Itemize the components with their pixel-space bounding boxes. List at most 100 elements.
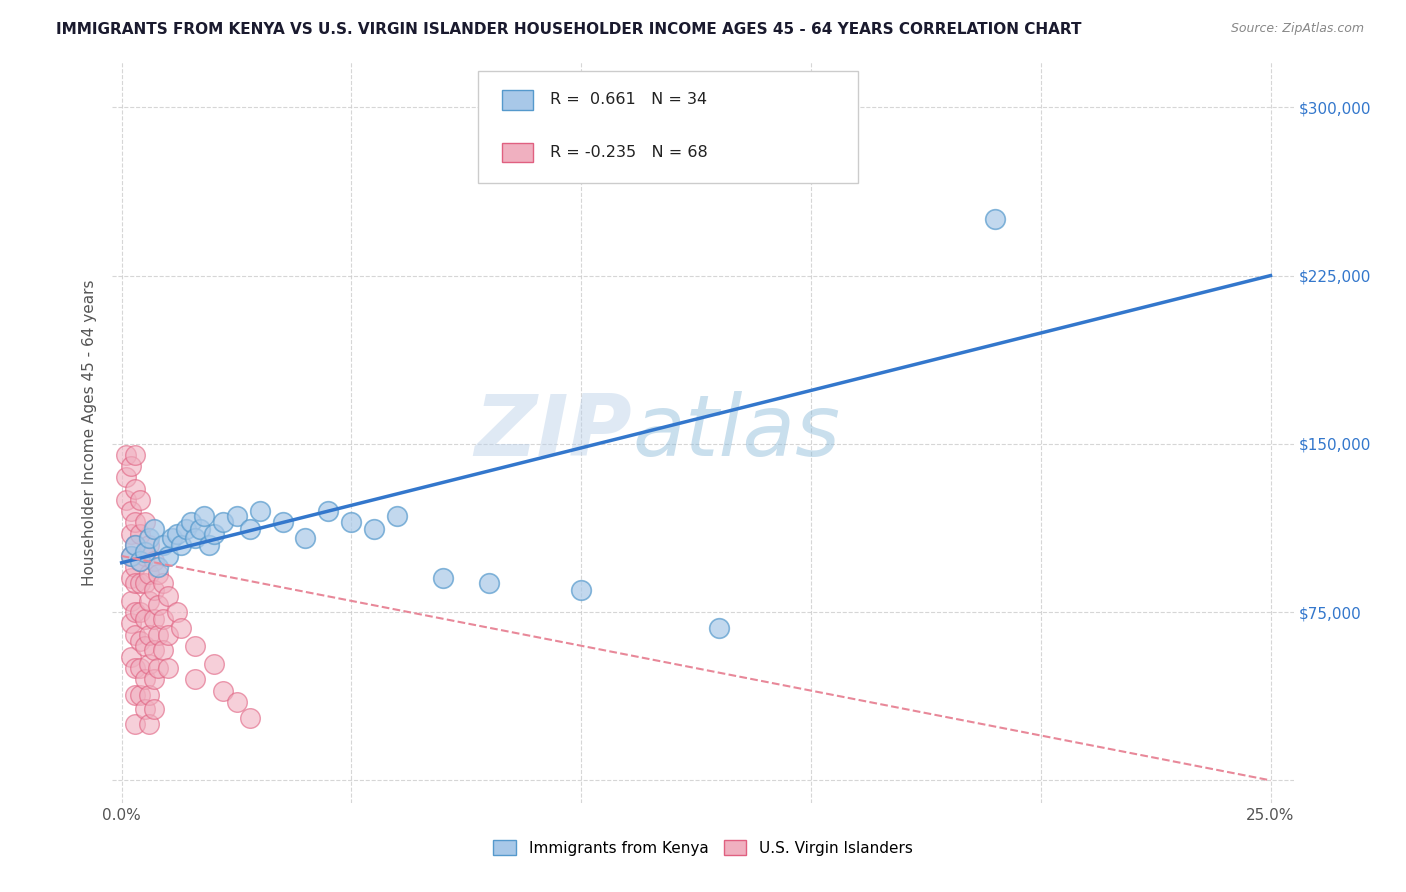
Point [129, 634, 152, 648]
Point [363, 522, 385, 536]
Point [134, 639, 156, 653]
Point [124, 560, 146, 574]
Point [569, 582, 592, 597]
Point [152, 576, 174, 591]
Point [184, 639, 207, 653]
Text: R = -0.235   N = 68: R = -0.235 N = 68 [550, 145, 707, 160]
Point [148, 560, 170, 574]
Point [134, 576, 156, 591]
Point [138, 538, 160, 552]
Point [318, 504, 340, 518]
Point [120, 504, 142, 518]
Point [184, 531, 207, 545]
Point [129, 553, 152, 567]
Point [478, 576, 501, 591]
Text: ZIP: ZIP [474, 391, 633, 475]
Point [138, 717, 160, 731]
Point [142, 582, 165, 597]
Point [148, 627, 170, 641]
Point [294, 531, 316, 545]
Point [148, 566, 170, 581]
Point [152, 643, 174, 657]
Point [184, 673, 207, 687]
Text: IMMIGRANTS FROM KENYA VS U.S. VIRGIN ISLANDER HOUSEHOLDER INCOME AGES 45 - 64 YE: IMMIGRANTS FROM KENYA VS U.S. VIRGIN ISL… [56, 22, 1081, 37]
Point [211, 683, 233, 698]
Legend: Immigrants from Kenya, U.S. Virgin Islanders: Immigrants from Kenya, U.S. Virgin Islan… [488, 834, 918, 862]
Point [387, 508, 409, 523]
Point [120, 459, 142, 474]
Point [156, 661, 179, 675]
Point [124, 717, 146, 731]
Text: R =  0.661   N = 34: R = 0.661 N = 34 [550, 93, 707, 107]
Point [138, 688, 160, 702]
Point [188, 522, 211, 536]
Point [707, 621, 730, 635]
Point [148, 661, 170, 675]
Point [120, 549, 142, 563]
Point [225, 695, 247, 709]
Point [142, 553, 165, 567]
Point [124, 605, 146, 619]
Text: atlas: atlas [633, 391, 841, 475]
Point [142, 701, 165, 715]
Point [115, 448, 138, 462]
Point [142, 612, 165, 626]
Point [124, 627, 146, 641]
Point [124, 576, 146, 591]
Point [124, 688, 146, 702]
Point [129, 661, 152, 675]
Point [180, 516, 202, 530]
Point [129, 688, 152, 702]
Point [152, 538, 174, 552]
Point [193, 508, 215, 523]
Point [239, 710, 262, 724]
Point [156, 627, 179, 641]
Point [134, 673, 156, 687]
Point [138, 531, 160, 545]
Point [211, 516, 233, 530]
Point [249, 504, 271, 518]
Point [166, 526, 188, 541]
Point [138, 566, 160, 581]
Point [170, 621, 193, 635]
Point [120, 650, 142, 665]
Point [134, 516, 156, 530]
Point [198, 538, 221, 552]
Point [129, 492, 152, 507]
Point [138, 594, 160, 608]
Point [984, 212, 1007, 227]
Point [120, 571, 142, 585]
Point [202, 657, 225, 671]
Point [225, 508, 247, 523]
Point [148, 599, 170, 613]
Point [134, 549, 156, 563]
Point [120, 549, 142, 563]
Point [142, 522, 165, 536]
Point [124, 482, 146, 496]
Point [124, 516, 146, 530]
Point [166, 605, 188, 619]
Point [124, 538, 146, 552]
Point [120, 616, 142, 631]
Point [432, 571, 454, 585]
Point [134, 544, 156, 558]
Point [129, 576, 152, 591]
Point [138, 657, 160, 671]
Point [142, 643, 165, 657]
Point [271, 516, 294, 530]
Point [134, 612, 156, 626]
Point [152, 612, 174, 626]
Point [170, 538, 193, 552]
Y-axis label: Householder Income Ages 45 - 64 years: Householder Income Ages 45 - 64 years [82, 279, 97, 586]
Point [134, 701, 156, 715]
Point [156, 549, 179, 563]
Point [239, 522, 262, 536]
Point [202, 526, 225, 541]
Point [129, 605, 152, 619]
Point [156, 590, 179, 604]
Point [160, 531, 183, 545]
Text: Source: ZipAtlas.com: Source: ZipAtlas.com [1230, 22, 1364, 36]
Point [124, 538, 146, 552]
Point [174, 522, 197, 536]
Point [124, 661, 146, 675]
